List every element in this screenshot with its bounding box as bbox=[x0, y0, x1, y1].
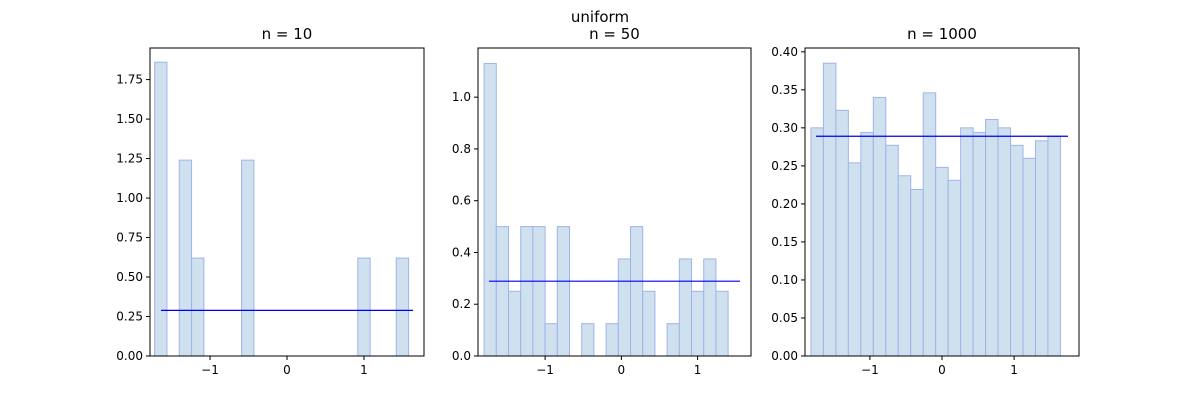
y-tick-label: 0.75 bbox=[116, 231, 143, 245]
histogram-bar bbox=[860, 131, 874, 357]
y-tick-label: 0.20 bbox=[771, 197, 798, 211]
y-tick-label: 0.10 bbox=[771, 273, 798, 287]
histogram-bar bbox=[508, 290, 522, 357]
figure-suptitle: uniform bbox=[571, 8, 629, 26]
histogram-bar bbox=[630, 226, 644, 357]
histogram-bar bbox=[357, 257, 371, 357]
histogram-bar bbox=[715, 290, 729, 357]
histogram-bar bbox=[822, 62, 837, 357]
y-tick-label: 0.25 bbox=[771, 159, 798, 173]
y-tick-label: 0.30 bbox=[771, 121, 798, 135]
x-tick-label: 1 bbox=[694, 363, 702, 377]
subplot-1: −1 0 1 0.00 0.25 0.50 0.75 1.00 1.25 1.50 1.75 n = … bbox=[116, 25, 425, 377]
histogram-bar bbox=[691, 290, 705, 357]
histogram-bar bbox=[960, 127, 974, 357]
histogram-bar bbox=[1022, 157, 1036, 357]
histogram-bar bbox=[642, 290, 656, 357]
histogram-bar bbox=[666, 323, 680, 357]
histogram-bar bbox=[810, 127, 824, 357]
y-tick-label: 0.25 bbox=[116, 310, 143, 324]
histogram-bar bbox=[178, 159, 193, 357]
y-tick-label: 1.25 bbox=[116, 152, 143, 166]
histogram-bar bbox=[678, 258, 693, 357]
histogram-bar bbox=[885, 144, 899, 357]
histogram-bar bbox=[972, 131, 987, 357]
y-tick-label: 0.4 bbox=[452, 245, 471, 259]
histogram-bar bbox=[495, 226, 510, 357]
subplot-2: −1 0 1 0.0 0.2 0.4 0.6 0.8 1.0 n = 50 bbox=[452, 25, 752, 377]
x-tick-label: −1 bbox=[201, 363, 219, 377]
histogram-bar bbox=[835, 109, 849, 357]
y-tick-label: 0.8 bbox=[452, 142, 471, 156]
histogram-bar bbox=[191, 257, 205, 357]
histogram-bar bbox=[241, 159, 255, 357]
histogram-bar bbox=[581, 323, 595, 357]
histogram-bar bbox=[544, 323, 558, 357]
y-tick-label: 0.6 bbox=[452, 194, 471, 208]
histogram-bar bbox=[1047, 135, 1061, 357]
x-tick-label: 0 bbox=[618, 363, 626, 377]
histogram-bar bbox=[910, 188, 924, 357]
histogram-bar bbox=[154, 61, 168, 357]
histogram-bar bbox=[605, 323, 619, 357]
y-tick-label: 1.75 bbox=[116, 73, 143, 87]
histogram-bar bbox=[395, 257, 410, 357]
histogram-bar bbox=[532, 226, 546, 357]
y-tick-label: 0.05 bbox=[771, 311, 798, 325]
x-tick-label: 1 bbox=[1010, 363, 1018, 377]
histogram-bar bbox=[1034, 140, 1049, 357]
y-tick-label: 1.50 bbox=[116, 112, 143, 126]
y-tick-label: 0.0 bbox=[452, 349, 471, 363]
histogram-bar bbox=[1010, 144, 1024, 357]
histogram-bar bbox=[947, 179, 962, 357]
histogram-bar bbox=[483, 63, 497, 357]
y-tick-label: 0.40 bbox=[771, 45, 798, 59]
y-tick-label: 0.2 bbox=[452, 297, 471, 311]
y-tick-label: 0.35 bbox=[771, 83, 798, 97]
y-tick-label: 1.0 bbox=[452, 90, 471, 104]
y-tick-label: 1.00 bbox=[116, 191, 143, 205]
histogram-bar bbox=[922, 92, 937, 357]
histogram-bar bbox=[703, 258, 717, 357]
y-tick-label: 0.00 bbox=[771, 349, 798, 363]
y-tick-label: 0.00 bbox=[116, 349, 143, 363]
subplot-title: n = 1000 bbox=[907, 25, 977, 43]
subplot-3: −1 0 1 0.00 0.05 0.10 0.15 0.20 0.25 0.30 0.35 0.40… bbox=[771, 25, 1080, 377]
histogram-bar bbox=[520, 226, 534, 357]
axes-frame bbox=[477, 47, 752, 357]
y-tick-label: 0.15 bbox=[771, 235, 798, 249]
subplot-title: n = 10 bbox=[262, 25, 313, 43]
histogram-bar bbox=[556, 226, 571, 357]
x-tick-label: −1 bbox=[861, 363, 879, 377]
histogram-bar bbox=[997, 127, 1012, 357]
histogram-bar bbox=[985, 118, 999, 357]
histogram-bar bbox=[617, 258, 632, 357]
x-tick-label: 0 bbox=[283, 363, 291, 377]
x-tick-label: 0 bbox=[938, 363, 946, 377]
x-tick-label: 1 bbox=[360, 363, 368, 377]
histogram-bar bbox=[935, 166, 949, 357]
y-tick-label: 0.50 bbox=[116, 270, 143, 284]
subplot-title: n = 50 bbox=[589, 25, 640, 43]
histogram-bar bbox=[847, 162, 862, 357]
x-tick-label: −1 bbox=[536, 363, 554, 377]
histogram-bar bbox=[897, 175, 912, 357]
